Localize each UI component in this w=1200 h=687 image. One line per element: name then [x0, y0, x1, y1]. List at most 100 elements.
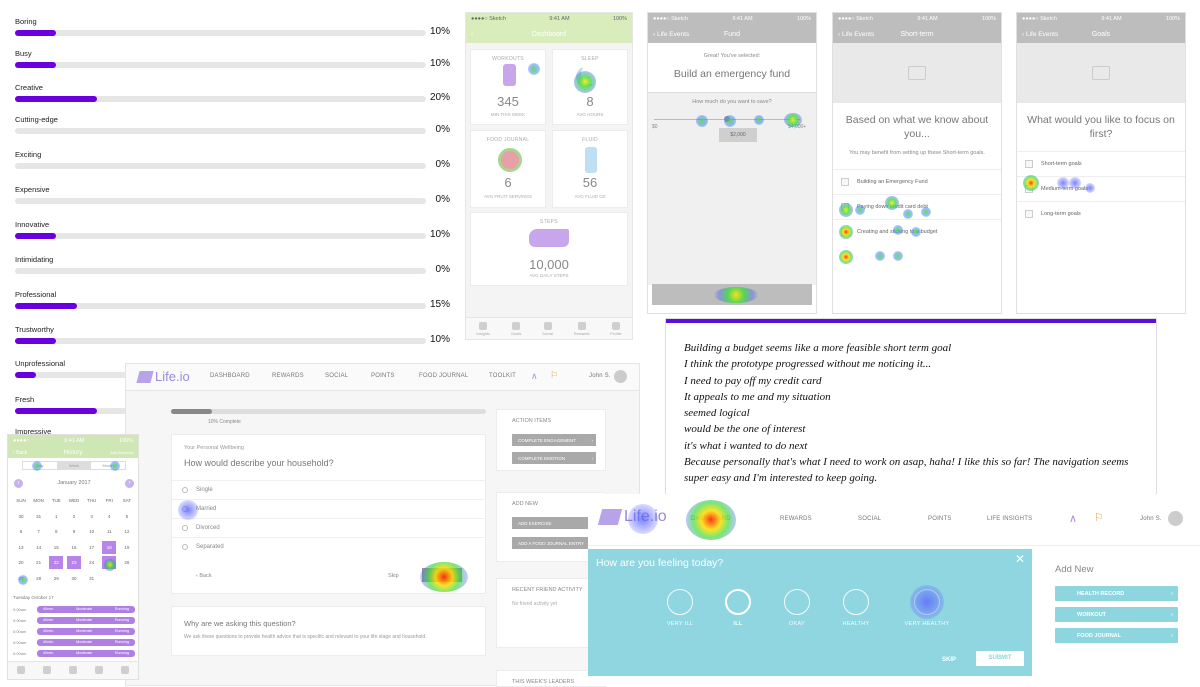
checkbox[interactable] [1025, 160, 1033, 168]
calendar-day[interactable]: 30 [18, 513, 24, 519]
back-button[interactable]: ‹ Back [196, 573, 212, 579]
calendar-day[interactable]: 3 [90, 513, 93, 519]
calendar-day[interactable]: 13 [18, 544, 24, 550]
nav-dashboard[interactable]: DASHBOARD [210, 373, 250, 379]
skip-button[interactable]: SKIP [942, 657, 957, 663]
checkbox[interactable] [1025, 210, 1033, 218]
calendar-day[interactable]: 1 [55, 513, 58, 519]
checkbox[interactable] [841, 178, 849, 186]
nav-rewards[interactable]: REWARDS [780, 516, 812, 522]
calendar-day[interactable]: 4 [108, 513, 111, 519]
goal-option[interactable]: Building an Emergency Fund [833, 169, 1001, 194]
nav-life-insights[interactable]: LIFE INSIGHTS [987, 516, 1033, 522]
okay-face-icon[interactable] [784, 589, 810, 615]
bell-icon[interactable]: ⚐ [1094, 512, 1104, 524]
workout-row[interactable]: 0:00am 40min Moderate Running [13, 616, 135, 624]
calendar-day[interactable]: 11 [106, 529, 112, 535]
tab-rewards[interactable] [95, 666, 103, 675]
nav-food-journal[interactable]: FOOD JOURNAL [419, 373, 469, 379]
lifeio-logo[interactable]: Life.io [136, 369, 190, 384]
segment-week[interactable]: Week [57, 462, 91, 469]
calendar-day[interactable]: 19 [124, 544, 130, 550]
prev-month-icon[interactable]: ‹ [14, 479, 23, 488]
calendar-day[interactable]: 31 [36, 513, 42, 519]
activity-icon[interactable]: ∧ [531, 371, 538, 381]
option-separated[interactable]: Separated [172, 537, 485, 556]
radio-button[interactable] [182, 487, 188, 493]
amount-field[interactable]: $2,000 [719, 128, 757, 142]
activity-icon[interactable]: ∧ [1069, 513, 1078, 525]
segment-day[interactable]: Day [36, 463, 44, 468]
continue-button[interactable] [422, 568, 462, 582]
goal-option[interactable]: Long-term goals [1017, 201, 1185, 226]
goal-option[interactable]: Medium-term goals [1017, 176, 1185, 201]
calendar-day[interactable] [120, 572, 134, 585]
avatar[interactable] [1168, 511, 1183, 526]
nav-rewards[interactable]: REWARDS [272, 373, 304, 379]
calendar-day[interactable]: 28 [36, 575, 42, 581]
workout-row[interactable]: 0:00am 40min Moderate Running [13, 649, 135, 657]
tab-goals[interactable] [43, 666, 51, 675]
calendar-day[interactable]: 10 [89, 529, 95, 535]
calendar-day[interactable]: 26 [124, 560, 130, 566]
workouts-tile[interactable]: WORKOUTS 345 MIN THIS WEEK [470, 49, 546, 125]
back-link[interactable]: ‹ Life Events [838, 30, 875, 38]
fluid-tile[interactable]: FLUID 56 AVG FLUID OZ [552, 130, 628, 208]
very-healthy-face-icon[interactable] [914, 589, 940, 615]
nav-dashboard[interactable]: DASHBOARD [691, 516, 731, 522]
tab-social[interactable]: Social [542, 321, 553, 336]
goal-option[interactable]: Short-term goals [1017, 151, 1185, 176]
calendar-day[interactable]: 15 [53, 544, 59, 550]
calendar-day[interactable]: 24 [89, 560, 95, 566]
tab-insights[interactable] [17, 666, 25, 675]
calendar-day[interactable]: 8 [55, 529, 58, 535]
close-icon[interactable]: ✕ [1015, 552, 1026, 566]
calendar-day[interactable]: 2 [72, 513, 76, 519]
workout-row[interactable]: 0:00am 40min Moderate Running [13, 605, 135, 613]
calendar-day[interactable]: 6 [19, 529, 23, 535]
tab-profile[interactable] [121, 666, 129, 675]
option-married[interactable]: Married [172, 499, 485, 518]
sleep-tile[interactable]: SLEEP 8 AVG HOURS [552, 49, 628, 125]
tab-social[interactable] [69, 666, 77, 675]
nav-points[interactable]: POINTS [371, 373, 395, 379]
back-chevron-icon[interactable]: ‹ [471, 30, 474, 38]
calendar-day[interactable]: 16 [71, 544, 77, 550]
calendar-day[interactable]: 30 [71, 575, 77, 581]
checkbox[interactable] [841, 228, 849, 236]
calendar-day[interactable]: 9 [72, 529, 76, 535]
bell-icon[interactable]: ⚐ [550, 370, 559, 380]
user-name[interactable]: John S. [1140, 516, 1162, 522]
food-journal-button[interactable]: FOOD JOURNAL › [1055, 628, 1178, 643]
option-single[interactable]: Single [172, 480, 485, 499]
workout-row[interactable]: 0:00am 40min Moderate Running [13, 638, 135, 646]
calendar-day[interactable]: 27 [18, 575, 24, 581]
calendar-day[interactable]: 18 [102, 540, 117, 554]
nav-points[interactable]: POINTS [928, 516, 952, 522]
calendar-day[interactable] [102, 572, 116, 585]
option-divorced[interactable]: Divorced [172, 518, 485, 537]
calendar-day[interactable]: 29 [53, 575, 59, 581]
calendar-day[interactable]: 12 [124, 529, 130, 535]
nav-social[interactable]: SOCIAL [858, 516, 882, 522]
radio-button[interactable] [182, 525, 188, 531]
checkbox[interactable] [1025, 185, 1033, 193]
radio-button[interactable] [182, 506, 188, 512]
calendar-day[interactable]: 5 [125, 513, 129, 519]
workout-button[interactable]: WORKOUT › [1055, 607, 1178, 622]
calendar-day[interactable]: 25 [102, 556, 117, 570]
next-month-icon[interactable]: › [125, 479, 134, 488]
continue-button[interactable] [652, 284, 812, 305]
ill-face-icon[interactable] [725, 589, 751, 615]
user-name[interactable]: John S. [589, 373, 611, 379]
tab-goals[interactable]: Goals [511, 321, 521, 336]
calendar-day[interactable]: 14 [36, 544, 42, 550]
goal-option[interactable]: Paying down credit card debt [833, 194, 1001, 219]
back-link[interactable]: ‹ Life Events [1022, 30, 1059, 38]
very-ill-face-icon[interactable] [667, 589, 693, 615]
add-exercise-button[interactable]: ADD EXERCISE [512, 517, 596, 529]
skip-button[interactable]: Skip [388, 573, 399, 579]
complete-engagement-button[interactable]: COMPLETE ENGAGEMENT › [512, 434, 596, 446]
radio-button[interactable] [182, 544, 188, 550]
goal-option[interactable]: Creating and sticking to a budget [833, 219, 1001, 244]
